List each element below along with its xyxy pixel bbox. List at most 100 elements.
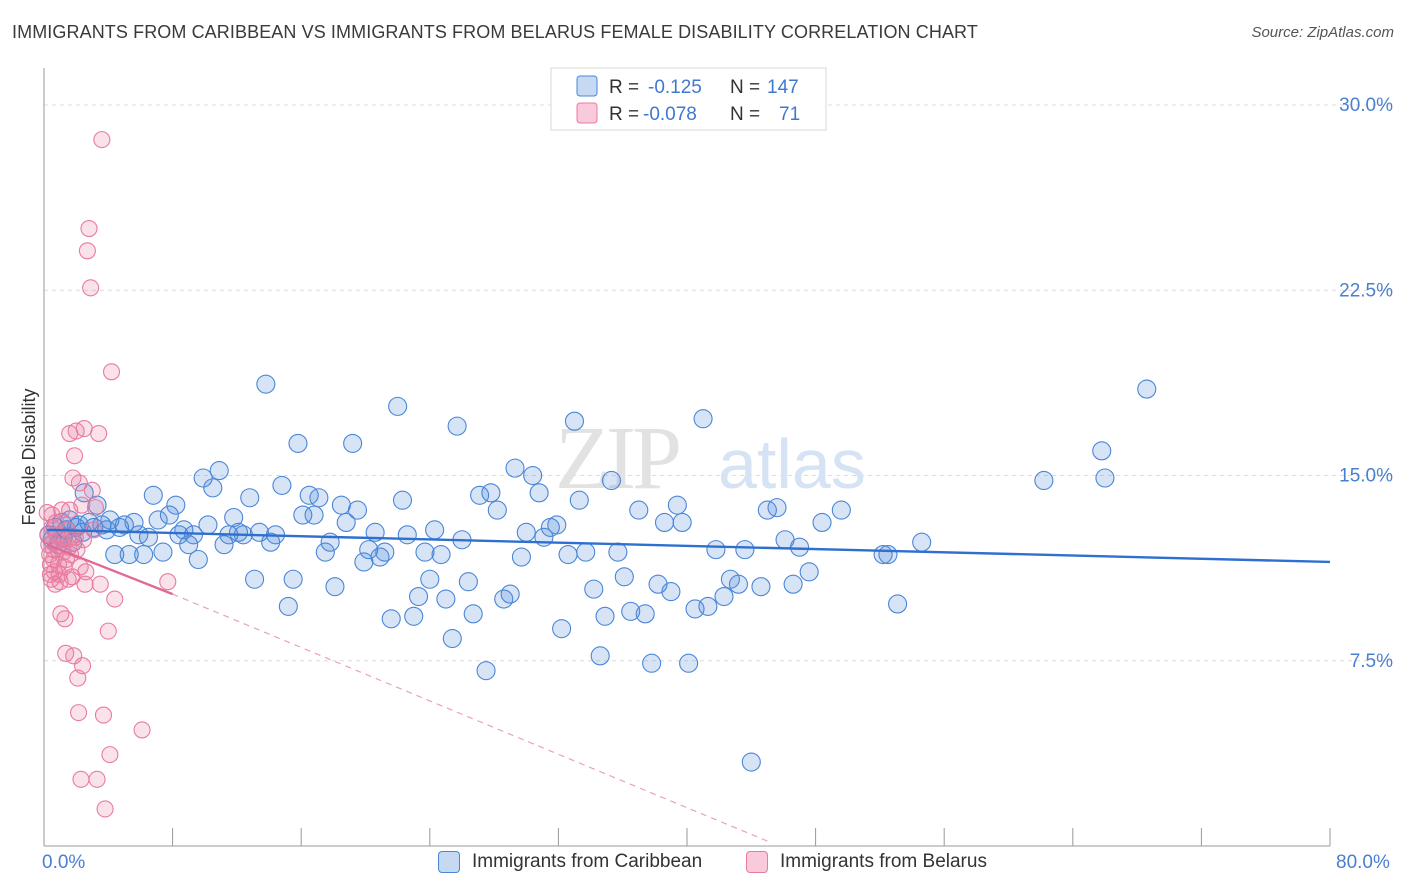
legend-swatch-caribbean [576,75,598,97]
caribbean-point [343,433,363,453]
caribbean-point [404,606,424,626]
caribbean-point [642,653,662,673]
caribbean-point [415,542,435,562]
chart-title: IMMIGRANTS FROM CARIBBEAN VS IMMIGRANTS … [12,22,978,42]
belarus-point [90,424,108,443]
caribbean-point [564,411,585,431]
legend-bottom: Immigrants from Caribbean Immigrants fro… [0,851,1406,879]
caribbean-point [714,586,734,607]
legend-item-belarus: Immigrants from Belarus [746,851,987,873]
caribbean-point [240,488,260,508]
caribbean-point [698,596,718,616]
belarus-point [102,363,121,381]
caribbean-point [375,542,395,562]
source-credit: Source: ZipAtlas.com [1251,24,1394,41]
caribbean-point [635,604,655,624]
caribbean-point [431,545,451,565]
caribbean-point [272,475,292,495]
caribbean-point [912,532,932,552]
caribbean-point [621,601,641,621]
belarus-point [106,590,124,608]
caribbean-point [209,461,229,481]
caribbean-point [728,574,748,594]
caribbean-point [134,545,154,565]
legend-n-label-1: N = [730,77,760,98]
caribbean-point [476,661,496,681]
caribbean-point [309,488,329,508]
caribbean-point [767,498,787,518]
watermark: ZIP atlas [555,409,866,508]
belarus-point [101,746,119,764]
caribbean-point [679,653,699,673]
caribbean-point [481,483,501,503]
caribbean-point [505,458,525,478]
belarus-point [83,481,101,499]
caribbean-point [569,490,589,510]
caribbean-point [601,470,621,491]
belarus-point [99,622,117,640]
y-tick-labels: 7.5% 15.0% 22.5% 30.0% [1339,95,1393,672]
belarus-point [78,242,96,260]
legend-r-label-2: R = [609,104,639,125]
caribbean-point [523,465,543,486]
belarus-point [56,610,74,628]
legend-label-belarus: Immigrants from Belarus [780,851,987,872]
caribbean-point [590,646,610,666]
legend-r-label-1: R = [609,77,639,98]
caribbean-point [203,478,223,498]
caribbean-point [672,512,692,533]
caribbean-point [420,569,440,589]
belarus-point [73,496,91,514]
belarus-point [88,770,106,788]
caribbean-point [138,527,159,547]
belarus-point [93,131,111,149]
caribbean-point [148,510,168,530]
caribbean-point [283,569,303,589]
legend-n-value-1: 147 [767,77,799,98]
caribbean-point [654,512,675,533]
caribbean-point [789,537,810,557]
caribbean-point [193,468,213,488]
belarus-point [72,770,90,788]
caribbean-point [315,542,335,562]
legend-swatch-caribbean-bottom [438,851,460,873]
belarus-point [159,573,177,591]
caribbean-point [159,505,179,525]
caribbean-point [470,485,490,505]
caribbean-point [288,433,308,453]
caribbean-point [278,596,298,616]
legend-n-label-2: N = [730,104,760,125]
caribbean-point [188,549,208,570]
caribbean-point [812,512,832,533]
x-max-label: 80.0% [1336,852,1390,873]
caribbean-point [245,569,265,589]
caribbean-point [336,512,356,533]
gridlines [44,104,1392,662]
legend-r-value-1: -0.125 [648,77,702,98]
caribbean-point [153,542,173,562]
belarus-point [65,447,84,465]
caribbean-point [783,574,803,594]
caribbean-point [614,567,634,587]
caribbean-point [442,628,462,649]
belarus-point [91,575,109,593]
y-tick-label: 7.5% [1350,651,1393,672]
caribbean-point [552,619,572,639]
caribbean-point [143,485,163,505]
legend-n-value-2: 71 [779,104,800,125]
belarus-point [46,575,64,593]
legend-item-caribbean: Immigrants from Caribbean [438,851,702,873]
caribbean-point [693,409,713,429]
caribbean-point [347,500,368,520]
caribbean-point [214,535,234,555]
caribbean-point [397,525,417,545]
caribbean-point [447,416,467,436]
belarus-point [70,704,88,722]
belarus-point [80,219,98,238]
caribbean-point [511,547,531,567]
caribbean-point [105,545,125,565]
caribbean-point [547,515,567,535]
watermark-atlas: atlas [718,425,866,503]
caribbean-point [529,483,549,503]
belarus-point [74,657,92,675]
